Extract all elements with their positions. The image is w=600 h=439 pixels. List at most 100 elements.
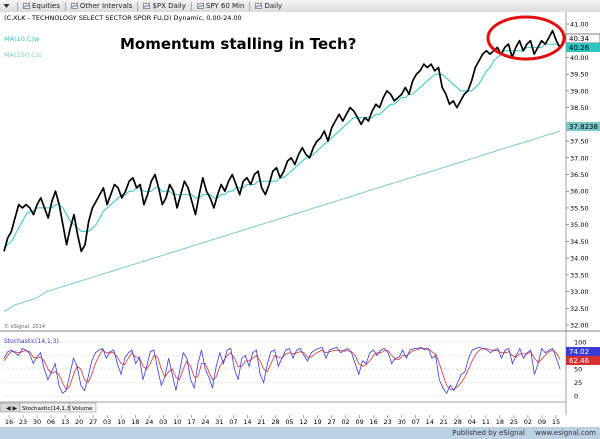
stoch-y-tick-label: 0 <box>574 393 578 401</box>
toolbar-item-label: $PX Daily <box>152 2 186 10</box>
pane-nav-arrow: ◀ ▶ <box>6 405 18 412</box>
ma10-last-value: 40.26 <box>569 44 590 52</box>
time-tick-label: 02 <box>341 418 349 426</box>
price-y-tick-label: 33.00 <box>570 288 589 296</box>
highlight-circle <box>486 15 566 61</box>
dropdown-icon <box>3 4 10 8</box>
time-tick-label: 07 <box>412 418 420 426</box>
price-y-tick-label: 39.50 <box>570 71 589 79</box>
price-y-tick-label: 35.00 <box>570 221 589 229</box>
time-tick-label: 30 <box>398 418 406 426</box>
toolbar-item-daily[interactable]: Daily <box>252 0 285 12</box>
time-tick-label: 23 <box>19 418 27 426</box>
time-tick-label: 27 <box>89 418 97 426</box>
chart-icon <box>197 3 204 9</box>
stoch-d-last-badge <box>566 356 600 365</box>
chart-icon <box>23 3 30 9</box>
footer-publisher-label: Published by eSignal <box>452 429 525 437</box>
price-line <box>3 29 561 253</box>
time-tick-label: 03 <box>159 418 167 426</box>
toolbar-item-label: Daily <box>264 2 283 10</box>
time-tick-label: 31 <box>215 418 223 426</box>
time-tick-label: 09 <box>538 418 546 426</box>
toolbar-menu-button[interactable] <box>0 0 15 12</box>
time-tick-label: 21 <box>440 418 448 426</box>
ma150-line <box>3 130 561 313</box>
price-y-tick-label: 35.50 <box>570 204 589 212</box>
price-y-tick-label: 34.50 <box>570 238 589 246</box>
time-tick-label: 03 <box>103 418 111 426</box>
price-last-value: 40.34 <box>569 35 590 43</box>
tab-volume-label: Volume <box>72 406 93 412</box>
time-tick-label: 28 <box>271 418 279 426</box>
stochastic-y-axis: 0255075100 <box>4 339 586 401</box>
chart-icon <box>71 3 78 9</box>
time-tick-label: 18 <box>131 418 139 426</box>
toolbar-item-equities[interactable]: Equities <box>20 0 63 12</box>
price-y-tick-label: 32.00 <box>570 322 589 330</box>
toolbar-separator <box>137 1 139 11</box>
time-tick-label: 12 <box>299 418 307 426</box>
ma150-last-value: 37.8238 <box>569 123 598 131</box>
stoch-k-last-badge <box>566 347 600 356</box>
time-tick-label: 04 <box>468 418 476 426</box>
time-tick-label: 13 <box>61 418 69 426</box>
stoch-k-line <box>3 346 561 395</box>
time-tick-label: 18 <box>496 418 504 426</box>
price-axis-panel <box>566 12 600 439</box>
stochastic-title: Stochastic(14,1,3) <box>4 338 59 345</box>
footer-publisher: Published by eSignal www.esignal.com <box>452 427 596 439</box>
chart-icon <box>143 3 151 9</box>
time-tick-label: 11 <box>482 418 490 426</box>
stochastic-series-group <box>3 346 561 395</box>
toolbar-separator <box>17 1 18 11</box>
stoch-y-tick-label: 100 <box>574 339 586 347</box>
time-tick-label: 27 <box>327 418 335 426</box>
time-tick-label: 06 <box>47 418 55 426</box>
tab-volume[interactable] <box>69 402 97 413</box>
time-tick-label: 28 <box>454 418 462 426</box>
stoch-y-tick-label: 50 <box>574 366 582 374</box>
stoch-y-tick-label: 25 <box>574 379 582 387</box>
time-tick-label: 17 <box>187 418 195 426</box>
footer-url[interactable]: www.esignal.com <box>535 429 596 437</box>
toolbar-item-spx-daily[interactable]: $PX Daily <box>140 0 188 12</box>
toolbar-item-other-intervals[interactable]: Other Intervals <box>68 0 136 12</box>
price-y-tick-label: 33.50 <box>570 271 589 279</box>
time-tick-label: 10 <box>117 418 125 426</box>
time-tick-label: 05 <box>285 418 293 426</box>
time-tick-label: 14 <box>426 418 434 426</box>
footer-bar <box>0 427 600 439</box>
time-tick-label: 21 <box>257 418 265 426</box>
ma150-last-badge <box>566 122 600 131</box>
toolbar-separator <box>64 1 66 11</box>
time-tick-label: 15 <box>552 418 560 426</box>
chart-title: (C,XLK - TECHNOLOGY SELECT SECTOR SPDR F… <box>4 14 242 22</box>
toolbar-item-label: Equities <box>32 2 60 10</box>
chart-icon <box>255 3 263 9</box>
watermark: © eSignal, 2014 <box>4 323 45 330</box>
time-tick-label: 14 <box>243 418 251 426</box>
time-tick-label: 07 <box>229 418 237 426</box>
time-tick-label: 09 <box>356 418 364 426</box>
stoch-k-last-value: 74.02 <box>569 348 589 356</box>
toolbar-separator <box>190 1 192 11</box>
price-y-tick-label: 37.50 <box>570 138 589 146</box>
time-tick-label: 25 <box>510 418 518 426</box>
toolbar-item-spy-60-min[interactable]: SPY 60 Min <box>194 0 248 12</box>
price-y-tick-label: 41.00 <box>570 21 589 29</box>
price-y-tick-label: 39.00 <box>570 87 589 95</box>
legend-ma150: MA(150,C)s <box>4 51 42 59</box>
chart-annotation: Momentum stalling in Tech? <box>120 35 356 53</box>
time-tick-label: 10 <box>173 418 181 426</box>
price-chart: (C,XLK - TECHNOLOGY SELECT SECTOR SPDR F… <box>0 12 600 439</box>
time-tick-label: 16 <box>5 418 13 426</box>
stoch-d-last-value: 62.46 <box>569 357 590 365</box>
time-tick-label: 23 <box>384 418 392 426</box>
legend-ma10: MA(10,C)w <box>4 35 40 43</box>
time-tick-label: 16 <box>370 418 378 426</box>
price-y-tick-label: 38.50 <box>570 104 589 112</box>
chart-background <box>0 12 600 439</box>
time-tick-label: 19 <box>313 418 321 426</box>
